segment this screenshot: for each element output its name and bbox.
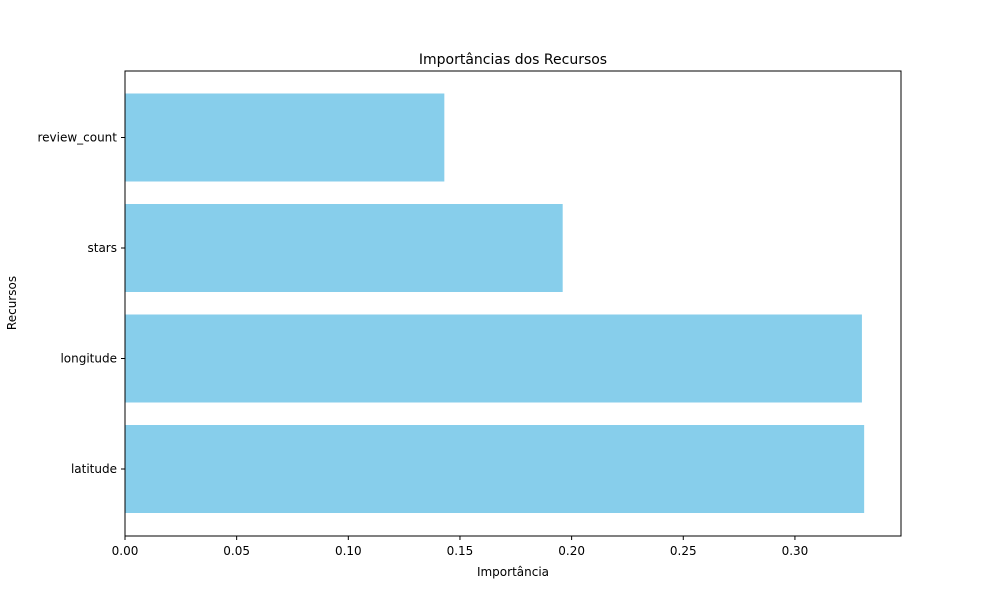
bars-group xyxy=(125,93,865,513)
x-tick-label: 0.25 xyxy=(670,544,697,558)
y-tick-label: longitude xyxy=(60,352,117,366)
bar-review-count xyxy=(125,93,445,182)
x-tick-label: 0.00 xyxy=(112,544,139,558)
y-tick-label: latitude xyxy=(71,462,117,476)
x-tick-label: 0.30 xyxy=(782,544,809,558)
x-tick-label: 0.05 xyxy=(223,544,250,558)
x-axis-label: Importância xyxy=(477,565,549,579)
y-axis-label: Recursos xyxy=(5,276,19,330)
bar-longitude xyxy=(125,314,862,403)
x-tick-label: 0.10 xyxy=(335,544,362,558)
ticks-group: latitude longitude stars review_count 0.00 0.… xyxy=(37,131,808,559)
x-tick-label: 0.15 xyxy=(447,544,474,558)
x-tick-label: 0.20 xyxy=(558,544,585,558)
chart-title: Importâncias dos Recursos xyxy=(419,52,607,68)
y-tick-label: stars xyxy=(88,241,118,255)
plot-frame xyxy=(124,70,902,537)
bar-stars xyxy=(125,204,563,292)
bar-latitude xyxy=(125,425,865,513)
y-tick-label: review_count xyxy=(37,131,117,145)
